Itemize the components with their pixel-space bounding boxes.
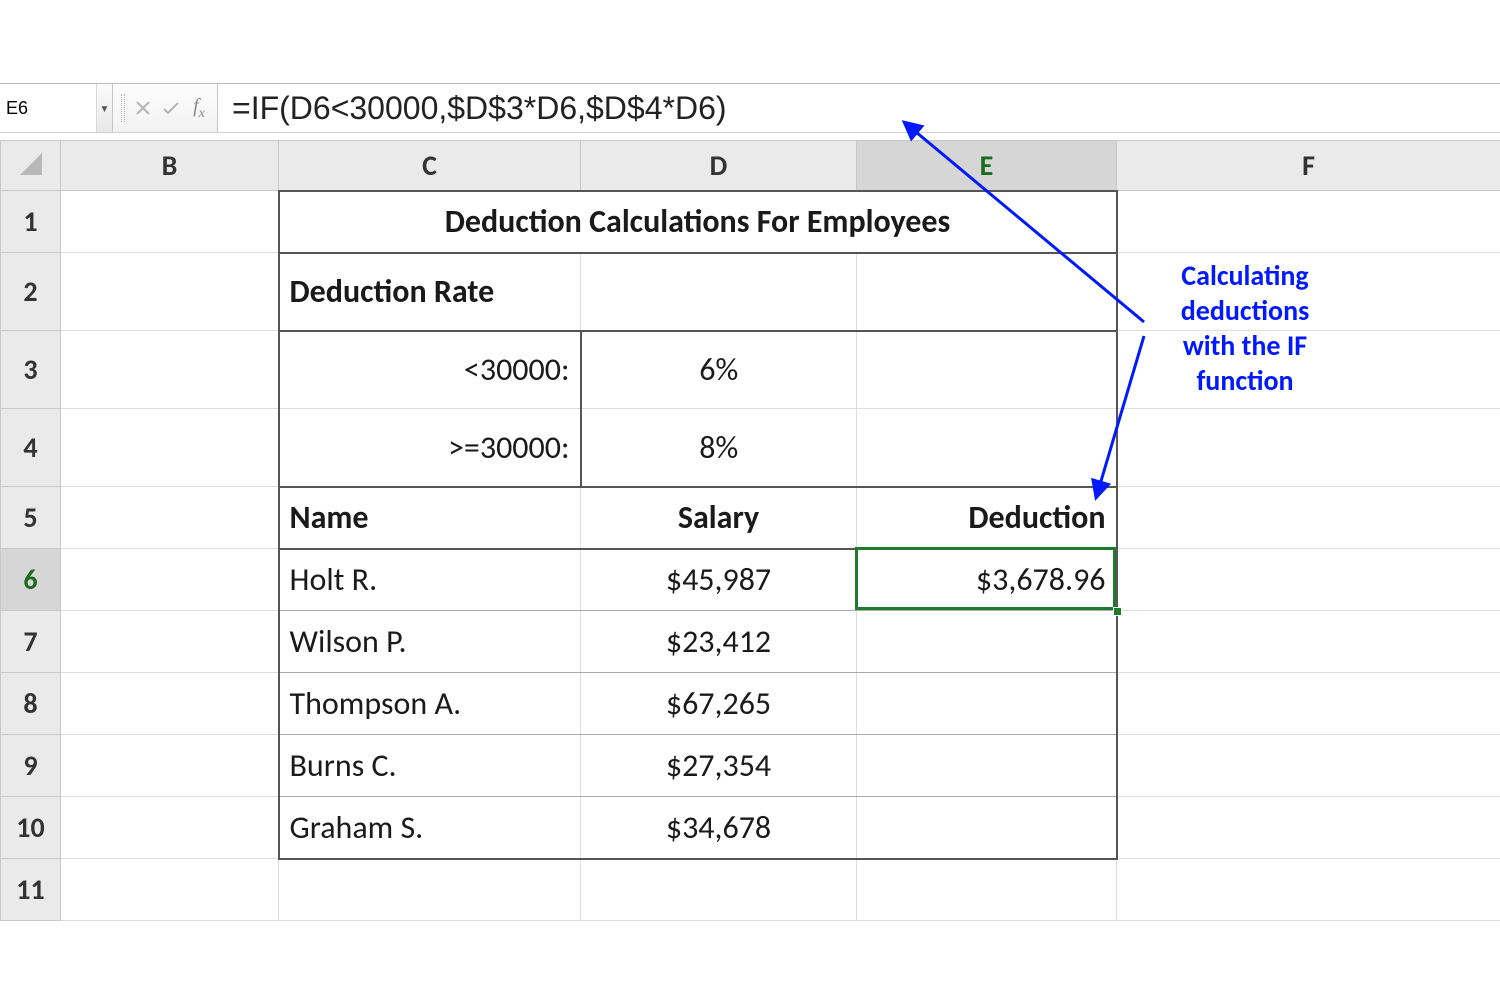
- row-header-8[interactable]: 8: [1, 673, 61, 735]
- cell-F6[interactable]: [1117, 549, 1500, 611]
- formula-bar-buttons: fx: [113, 84, 218, 132]
- cell-C4-rate2-label[interactable]: >=30000:: [279, 409, 581, 487]
- select-all-corner[interactable]: [1, 141, 61, 191]
- cell-D11[interactable]: [581, 859, 857, 921]
- cell-D10-salary[interactable]: $34,678: [581, 797, 857, 859]
- cell-C11[interactable]: [279, 859, 581, 921]
- cell-E3[interactable]: [857, 331, 1117, 409]
- name-box-dropdown[interactable]: ▼: [96, 84, 112, 132]
- row-header-10[interactable]: 10: [1, 797, 61, 859]
- cell-B2[interactable]: [61, 253, 279, 331]
- formula-bar-grab-icon: [121, 94, 125, 123]
- row-header-7[interactable]: 7: [1, 611, 61, 673]
- cell-E7-deduction[interactable]: [857, 611, 1117, 673]
- col-header-C[interactable]: C: [279, 141, 581, 191]
- cell-B10[interactable]: [61, 797, 279, 859]
- cell-B9[interactable]: [61, 735, 279, 797]
- cell-B7[interactable]: [61, 611, 279, 673]
- cell-B3[interactable]: [61, 331, 279, 409]
- cell-E2[interactable]: [857, 253, 1117, 331]
- annotation-line-1: Calculating: [1181, 258, 1308, 293]
- enter-formula-button[interactable]: [157, 84, 185, 132]
- cell-D8-salary[interactable]: $67,265: [581, 673, 857, 735]
- cell-E6-deduction[interactable]: $3,678.96: [857, 549, 1117, 611]
- cell-F7[interactable]: [1117, 611, 1500, 673]
- cell-E10-deduction[interactable]: [857, 797, 1117, 859]
- cell-D4-rate2-value[interactable]: 8%: [581, 409, 857, 487]
- cell-D3-rate1-value[interactable]: 6%: [581, 331, 857, 409]
- cell-title[interactable]: Deduction Calculations For Employees: [279, 191, 1117, 253]
- cell-C6-name[interactable]: Holt R.: [279, 549, 581, 611]
- row-header-9[interactable]: 9: [1, 735, 61, 797]
- cell-E4[interactable]: [857, 409, 1117, 487]
- cell-C10-name[interactable]: Graham S.: [279, 797, 581, 859]
- row-header-1[interactable]: 1: [1, 191, 61, 253]
- cell-F5[interactable]: [1117, 487, 1500, 549]
- formula-bar: ▼ fx: [0, 83, 1500, 133]
- cell-B8[interactable]: [61, 673, 279, 735]
- cell-B4[interactable]: [61, 409, 279, 487]
- cell-C2-deduction-rate-label[interactable]: Deduction Rate: [279, 253, 581, 331]
- insert-function-button[interactable]: fx: [185, 84, 213, 132]
- cell-C8-name[interactable]: Thompson A.: [279, 673, 581, 735]
- cancel-formula-button[interactable]: [129, 84, 157, 132]
- annotation-label: Calculating deductions with the IF funct…: [1145, 258, 1345, 398]
- cell-D5-salary-header[interactable]: Salary: [581, 487, 857, 549]
- row-header-2[interactable]: 2: [1, 253, 61, 331]
- cell-F4[interactable]: [1117, 409, 1500, 487]
- cell-C3-rate1-label[interactable]: <30000:: [279, 331, 581, 409]
- col-header-F[interactable]: F: [1117, 141, 1500, 191]
- cell-B5[interactable]: [61, 487, 279, 549]
- name-box-wrap: ▼: [0, 84, 113, 132]
- column-header-row: B C D E F: [1, 141, 1500, 191]
- cell-B11[interactable]: [61, 859, 279, 921]
- cell-C9-name[interactable]: Burns C.: [279, 735, 581, 797]
- cell-B6[interactable]: [61, 549, 279, 611]
- annotation-line-2: deductions: [1181, 293, 1310, 328]
- cell-D9-salary[interactable]: $27,354: [581, 735, 857, 797]
- cell-E9-deduction[interactable]: [857, 735, 1117, 797]
- name-box[interactable]: [0, 84, 96, 132]
- cell-B1[interactable]: [61, 191, 279, 253]
- col-header-B[interactable]: B: [61, 141, 279, 191]
- cell-F8[interactable]: [1117, 673, 1500, 735]
- row-header-3[interactable]: 3: [1, 331, 61, 409]
- cell-C7-name[interactable]: Wilson P.: [279, 611, 581, 673]
- cell-D2[interactable]: [581, 253, 857, 331]
- row-header-11[interactable]: 11: [1, 859, 61, 921]
- cell-F10[interactable]: [1117, 797, 1500, 859]
- cell-D7-salary[interactable]: $23,412: [581, 611, 857, 673]
- annotation-line-3: with the IF: [1183, 328, 1307, 363]
- cell-F1[interactable]: [1117, 191, 1500, 253]
- cell-C5-name-header[interactable]: Name: [279, 487, 581, 549]
- row-header-4[interactable]: 4: [1, 409, 61, 487]
- formula-input[interactable]: [218, 84, 1500, 132]
- cell-F11[interactable]: [1117, 859, 1500, 921]
- row-header-5[interactable]: 5: [1, 487, 61, 549]
- annotation-line-4: function: [1196, 363, 1293, 398]
- cell-F9[interactable]: [1117, 735, 1500, 797]
- col-header-D[interactable]: D: [581, 141, 857, 191]
- cell-D6-salary[interactable]: $45,987: [581, 549, 857, 611]
- cell-E11[interactable]: [857, 859, 1117, 921]
- row-header-6[interactable]: 6: [1, 549, 61, 611]
- col-header-E[interactable]: E: [857, 141, 1117, 191]
- cell-E8-deduction[interactable]: [857, 673, 1117, 735]
- cell-E5-deduction-header[interactable]: Deduction: [857, 487, 1117, 549]
